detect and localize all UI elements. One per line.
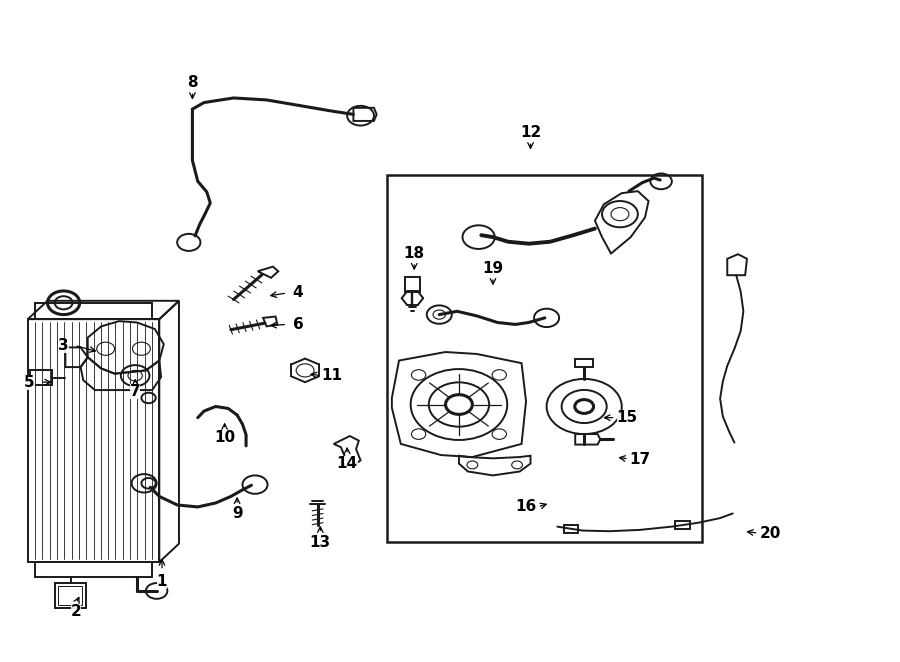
Bar [387,175,702,542]
Text: 18: 18 [404,246,425,261]
Text: 1: 1 [157,574,167,589]
Text: 4: 4 [292,285,303,301]
Text: 17: 17 [629,451,650,467]
Text: 2: 2 [71,604,82,620]
Text: 5: 5 [24,375,35,390]
Text: 3: 3 [58,338,69,353]
Text: 15: 15 [616,410,638,425]
Text: 20: 20 [760,526,781,541]
Text: 19: 19 [482,261,503,276]
Text: 10: 10 [214,430,235,445]
Text: 9: 9 [232,506,242,521]
Text: 7: 7 [130,384,140,399]
Text: 16: 16 [516,499,536,514]
Text: 8: 8 [187,75,198,91]
Text: 11: 11 [321,368,342,383]
Text: 14: 14 [337,456,357,471]
Text: 12: 12 [520,125,541,140]
Text: 6: 6 [292,317,303,332]
Text: 13: 13 [310,535,331,550]
